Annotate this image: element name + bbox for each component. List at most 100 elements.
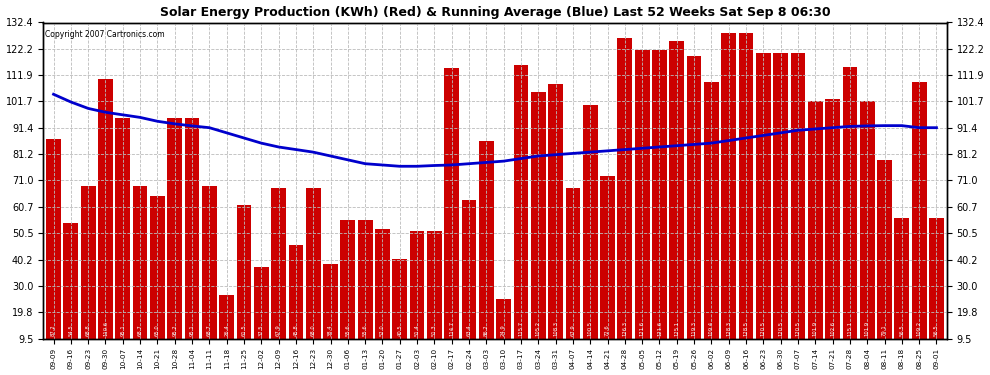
Bar [323,264,338,363]
Bar [47,139,61,363]
Bar [150,196,164,363]
Bar [808,101,823,363]
Text: 115.1: 115.1 [847,321,852,336]
Text: 51.3: 51.3 [432,324,437,336]
Text: 79.1: 79.1 [882,324,887,336]
Text: 86.2: 86.2 [484,324,489,336]
Text: 55.6: 55.6 [346,324,350,336]
Bar [669,41,684,363]
Bar [461,200,476,363]
Bar [739,33,753,363]
Text: 51.4: 51.4 [415,324,420,336]
Text: 87.2: 87.2 [51,324,56,336]
Text: 109.4: 109.4 [709,321,714,336]
Text: 101.9: 101.9 [813,321,818,336]
Text: 100.5: 100.5 [588,321,593,336]
Bar [652,50,667,363]
Text: 52.0: 52.0 [380,324,385,336]
Bar [756,53,770,363]
Bar [288,245,303,363]
Text: 68.7: 68.7 [138,324,143,336]
Text: 72.6: 72.6 [605,324,610,336]
Text: 37.5: 37.5 [258,324,263,336]
Bar [253,267,268,363]
Bar [63,223,78,363]
Bar [877,160,892,363]
Bar [445,68,459,363]
Bar [860,101,874,363]
Text: 126.3: 126.3 [623,321,628,336]
Title: Solar Energy Production (KWh) (Red) & Running Average (Blue) Last 52 Weeks Sat S: Solar Energy Production (KWh) (Red) & Ru… [159,6,831,18]
Text: 121.6: 121.6 [640,321,644,336]
Text: 108.3: 108.3 [553,321,558,336]
Text: 55.6: 55.6 [362,324,367,336]
Bar [773,53,788,363]
Text: 68.0: 68.0 [311,324,316,336]
Text: 95.2: 95.2 [172,324,177,336]
Bar [202,186,217,363]
Text: 125.1: 125.1 [674,321,679,336]
Text: 109.2: 109.2 [917,321,922,336]
Bar [687,56,702,363]
Bar [531,93,545,363]
Text: 56.5: 56.5 [899,324,904,336]
Text: Copyright 2007 Cartronics.com: Copyright 2007 Cartronics.com [45,30,164,39]
Bar [704,82,719,363]
Bar [410,231,425,363]
Bar [185,118,199,363]
Text: 63.4: 63.4 [466,324,471,336]
Bar [392,259,407,363]
Text: 54.5: 54.5 [68,324,73,336]
Bar [548,84,563,363]
Bar [479,141,494,363]
Bar [271,188,286,363]
Text: 105.2: 105.2 [536,321,541,336]
Bar [635,50,649,363]
Text: 102.6: 102.6 [830,321,836,336]
Text: 61.5: 61.5 [242,324,247,336]
Bar [357,220,372,363]
Text: 119.3: 119.3 [692,321,697,336]
Text: 38.4: 38.4 [328,324,333,336]
Bar [133,186,148,363]
Text: 128.5: 128.5 [743,321,748,336]
Bar [375,229,390,363]
Text: 40.5: 40.5 [397,324,402,336]
Bar [167,118,182,363]
Bar [929,218,943,363]
Bar [600,176,615,363]
Bar [912,82,927,363]
Text: 121.6: 121.6 [657,321,662,336]
Bar [895,218,909,363]
Text: 120.5: 120.5 [778,321,783,336]
Text: 95.1: 95.1 [121,324,126,336]
Bar [565,188,580,363]
Bar [514,66,529,363]
Bar [826,99,840,363]
Bar [237,205,251,363]
Text: 68.7: 68.7 [207,324,212,336]
Bar [306,188,321,363]
Bar [341,220,355,363]
Text: 45.8: 45.8 [293,324,298,336]
Text: 56.5: 56.5 [934,324,939,336]
Text: 120.5: 120.5 [795,321,801,336]
Bar [427,231,442,363]
Bar [618,38,633,363]
Text: 115.7: 115.7 [519,321,524,336]
Bar [842,67,857,363]
Bar [583,105,598,363]
Text: 110.6: 110.6 [103,321,108,336]
Text: 67.9: 67.9 [276,324,281,336]
Text: 101.9: 101.9 [864,321,869,336]
Bar [98,79,113,363]
Text: 120.5: 120.5 [761,321,766,336]
Text: 67.9: 67.9 [570,324,575,336]
Bar [116,118,130,363]
Bar [791,53,805,363]
Text: 65.0: 65.0 [154,324,160,336]
Bar [722,33,737,363]
Text: 68.8: 68.8 [86,324,91,336]
Text: 24.9: 24.9 [501,324,506,336]
Bar [220,295,234,363]
